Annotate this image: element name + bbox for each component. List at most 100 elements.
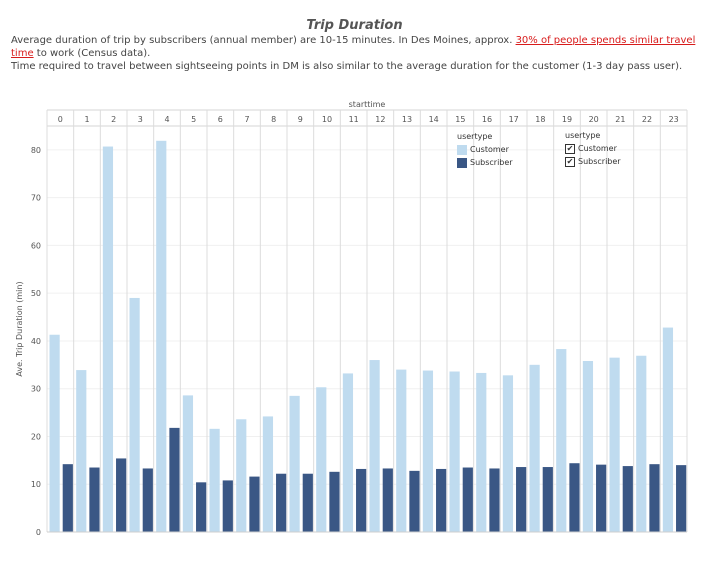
bar-subscriber-14	[436, 468, 447, 532]
x-tick-label: 3	[138, 115, 143, 124]
x-tick-label: 17	[509, 115, 519, 124]
bar-customer-17	[502, 375, 514, 532]
x-tick-label: 7	[244, 115, 249, 124]
bar-customer-4	[156, 140, 167, 532]
x-tick-label: 16	[482, 115, 492, 124]
census-link[interactable]: 30% of people spends similar travel time	[11, 35, 696, 59]
bar-customer-8	[262, 416, 274, 532]
bar-customer-11	[342, 373, 354, 532]
bar-customer-10	[316, 387, 327, 532]
x-tick-label: 0	[58, 115, 63, 124]
x-tick-label: 1	[84, 115, 89, 124]
customer-checkbox[interactable]: ✔	[565, 143, 575, 154]
x-tick-label: 9	[298, 115, 303, 124]
x-tick-label: 10	[322, 115, 332, 124]
bar-customer-14	[422, 370, 434, 532]
description-text-1b: to work (Census data).	[33, 48, 151, 59]
y-tick-label: 70	[31, 194, 41, 203]
legend-label-subscriber: Subscriber	[470, 158, 513, 167]
customer-swatch	[457, 144, 467, 155]
bar-subscriber-15	[462, 467, 473, 532]
x-tick-label: 11	[349, 115, 359, 124]
bar-subscriber-13	[409, 470, 420, 532]
x-tick-label: 6	[218, 115, 223, 124]
bar-customer-15	[449, 371, 460, 532]
usertype-filter: usertype ✔ Customer ✔ Subscriber	[565, 131, 621, 168]
bar-subscriber-8	[276, 473, 287, 532]
bar-customer-23	[662, 327, 674, 532]
bar-customer-0	[49, 334, 60, 532]
x-tick-label: 14	[429, 115, 439, 124]
x-tick-label: 20	[589, 115, 599, 124]
bar-customer-1	[76, 370, 87, 532]
bar-subscriber-3	[142, 468, 153, 532]
bar-customer-21	[609, 357, 620, 532]
bar-subscriber-22	[649, 464, 660, 532]
bar-customer-13	[396, 369, 407, 532]
x-tick-label: 2	[111, 115, 116, 124]
description: Average duration of trip by subscribers …	[11, 34, 701, 73]
y-tick-label: 20	[31, 432, 41, 441]
bar-customer-22	[636, 355, 647, 532]
bar-subscriber-2	[116, 458, 127, 532]
bar-subscriber-5	[196, 482, 207, 532]
y-tick-label: 10	[31, 480, 41, 489]
chart-title: Trip Duration	[306, 18, 403, 33]
x-tick-label: 18	[535, 115, 545, 124]
y-tick-label: 0	[36, 528, 41, 537]
description-line-1: Average duration of trip by subscribers …	[11, 34, 701, 60]
y-tick-label: 80	[31, 146, 41, 155]
bar-subscriber-16	[489, 468, 500, 532]
x-axis-title: starttime	[349, 100, 386, 109]
color-legend: usertype Customer Subscriber	[457, 132, 513, 169]
x-tick-label: 8	[271, 115, 276, 124]
bar-subscriber-10	[329, 471, 340, 532]
bar-subscriber-12	[382, 468, 393, 532]
legend-label-customer: Customer	[470, 145, 509, 154]
filter-item-customer[interactable]: ✔ Customer	[565, 142, 621, 155]
bar-subscriber-23	[676, 465, 687, 532]
bar-customer-16	[476, 372, 487, 532]
bar-customer-18	[529, 364, 540, 532]
bar-customer-2	[102, 146, 114, 532]
y-tick-label: 40	[31, 337, 41, 346]
legend-title: usertype	[457, 132, 493, 141]
filter-item-subscriber[interactable]: ✔ Subscriber	[565, 155, 621, 168]
legend-item-customer: Customer	[457, 143, 513, 156]
bar-customer-19	[556, 349, 567, 532]
description-line-2: Time required to travel between sightsee…	[11, 61, 683, 72]
x-tick-label: 4	[164, 115, 169, 124]
bar-subscriber-7	[249, 476, 260, 532]
x-tick-label: 12	[375, 115, 385, 124]
bar-subscriber-4	[169, 427, 180, 532]
subscriber-swatch	[457, 157, 467, 168]
bar-customer-20	[582, 361, 594, 532]
bar-customer-6	[209, 428, 220, 532]
bar-subscriber-1	[89, 467, 100, 532]
bar-subscriber-17	[516, 467, 527, 532]
bar-customer-3	[129, 297, 140, 532]
filter-title: usertype	[565, 131, 601, 140]
x-tick-label: 23	[669, 115, 679, 124]
x-tick-label: 19	[562, 115, 572, 124]
bar-customer-9	[289, 395, 300, 532]
y-tick-label: 50	[31, 289, 41, 298]
bar-subscriber-9	[302, 473, 313, 532]
bar-subscriber-21	[622, 466, 633, 532]
bar-customer-7	[236, 419, 247, 532]
bar-subscriber-0	[62, 464, 73, 532]
x-tick-label: 5	[191, 115, 196, 124]
y-tick-label: 60	[31, 241, 41, 250]
x-tick-label: 13	[402, 115, 412, 124]
filter-label-customer: Customer	[578, 144, 617, 153]
bar-customer-5	[182, 395, 194, 532]
x-tick-label: 21	[615, 115, 625, 124]
bar-subscriber-19	[569, 463, 580, 532]
bar-subscriber-18	[542, 467, 553, 532]
bar-customer-12	[369, 360, 380, 532]
x-tick-label: 15	[455, 115, 465, 124]
x-tick-label: 22	[642, 115, 652, 124]
y-axis-title: Ave. Trip Duration (min)	[15, 281, 24, 376]
subscriber-checkbox[interactable]: ✔	[565, 156, 575, 167]
bar-subscriber-11	[356, 468, 367, 532]
